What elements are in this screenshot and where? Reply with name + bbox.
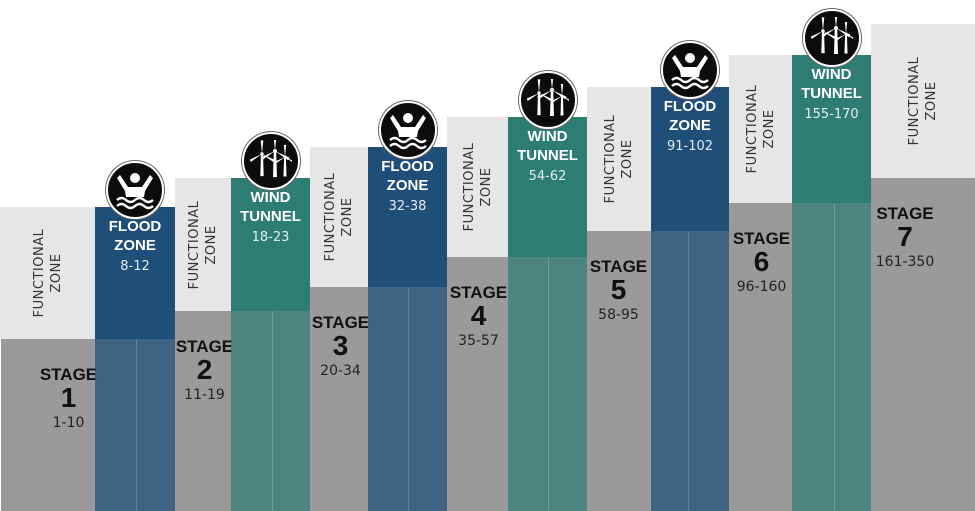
flood-zone-column <box>651 231 729 511</box>
stage-title: STAGE <box>39 365 98 384</box>
stage-number: 4 <box>470 300 487 331</box>
functional-zone: FUNCTIONAL ZONE <box>175 178 231 311</box>
wind-tunnel-band: WIND TUNNEL 18-23 <box>231 178 310 311</box>
stage-title: STAGE <box>589 257 648 276</box>
functional-zone-label: FUNCTIONAL ZONE <box>907 56 939 146</box>
functional-zone: FUNCTIONAL ZONE <box>310 147 368 287</box>
flood-zone-band: FLOOD ZONE 8-12 <box>95 207 175 339</box>
flood-zone-title: FLOOD ZONE <box>663 98 717 134</box>
flood-zone-title: FLOOD ZONE <box>381 158 434 194</box>
wind-turbine-icon <box>241 132 300 190</box>
wind-tunnel-column <box>231 311 310 511</box>
flood-zone-title: FLOOD ZONE <box>108 218 162 254</box>
wind-tunnel-range: 18-23 <box>251 230 290 245</box>
functional-zone-label: FUNCTIONAL ZONE <box>323 172 355 262</box>
stage-number: 7 <box>897 221 913 252</box>
wind-turbine-icon <box>518 71 577 129</box>
functional-zone-label: FUNCTIONAL ZONE <box>187 200 219 289</box>
stage-number: 6 <box>753 246 770 277</box>
stage-title: STAGE <box>876 204 934 223</box>
flood-zone-column <box>95 339 175 511</box>
wind-tunnel-title: WIND TUNNEL <box>801 66 862 102</box>
functional-zone: FUNCTIONAL ZONE <box>729 55 792 203</box>
stage-title: STAGE <box>311 313 370 332</box>
wind-tunnel-column <box>792 203 871 511</box>
stage-title: STAGE <box>732 229 791 248</box>
stage-number: 2 <box>196 354 213 385</box>
stage-title: STAGE <box>175 337 234 356</box>
functional-zone: FUNCTIONAL ZONE <box>0 207 95 339</box>
flood-zone-range: 32-38 <box>388 199 427 214</box>
stage-range: 11-19 <box>184 387 225 403</box>
flood-zone-range: 91-102 <box>666 139 714 154</box>
stage-range: 161-350 <box>875 254 935 270</box>
functional-zone-label: FUNCTIONAL ZONE <box>603 114 635 204</box>
stage-number: 5 <box>610 274 627 305</box>
stage-number: 1 <box>60 382 77 413</box>
wind-tunnel-title: WIND TUNNEL <box>240 189 301 225</box>
functional-zone-label: FUNCTIONAL ZONE <box>744 84 777 174</box>
swimmer-icon <box>106 161 164 219</box>
functional-zone: FUNCTIONAL ZONE <box>447 117 508 257</box>
functional-zone-label: FUNCTIONAL ZONE <box>31 228 64 318</box>
stage-range: 96-160 <box>736 279 787 295</box>
wind-tunnel-range: 54-62 <box>528 169 567 184</box>
swimmer-icon <box>378 101 437 159</box>
flood-zone-band: FLOOD ZONE 32-38 <box>368 147 447 287</box>
stage-range: 20-34 <box>320 363 361 379</box>
wind-turbine-icon <box>802 9 861 67</box>
wind-tunnel-band: WIND TUNNEL 54-62 <box>508 117 587 257</box>
wind-tunnel-column <box>508 257 587 511</box>
flood-zone-band: FLOOD ZONE 91-102 <box>651 87 729 231</box>
wind-tunnel-band: WIND TUNNEL 155-170 <box>792 55 871 203</box>
wind-tunnel-range: 155-170 <box>804 107 859 122</box>
stage-range: 1-10 <box>52 415 85 431</box>
functional-zone: FUNCTIONAL ZONE <box>587 87 651 231</box>
functional-zone: FUNCTIONAL ZONE <box>871 24 975 178</box>
flood-zone-column <box>368 287 447 511</box>
swimmer-icon <box>661 41 719 99</box>
functional-zone-label: FUNCTIONAL ZONE <box>461 142 494 232</box>
stage-title: STAGE <box>449 283 508 302</box>
stage-range: 35-57 <box>458 333 499 349</box>
wind-tunnel-title: WIND TUNNEL <box>517 128 578 164</box>
stage-number: 3 <box>332 330 349 361</box>
flood-zone-range: 8-12 <box>120 259 150 274</box>
stage-range: 58-95 <box>598 307 639 323</box>
